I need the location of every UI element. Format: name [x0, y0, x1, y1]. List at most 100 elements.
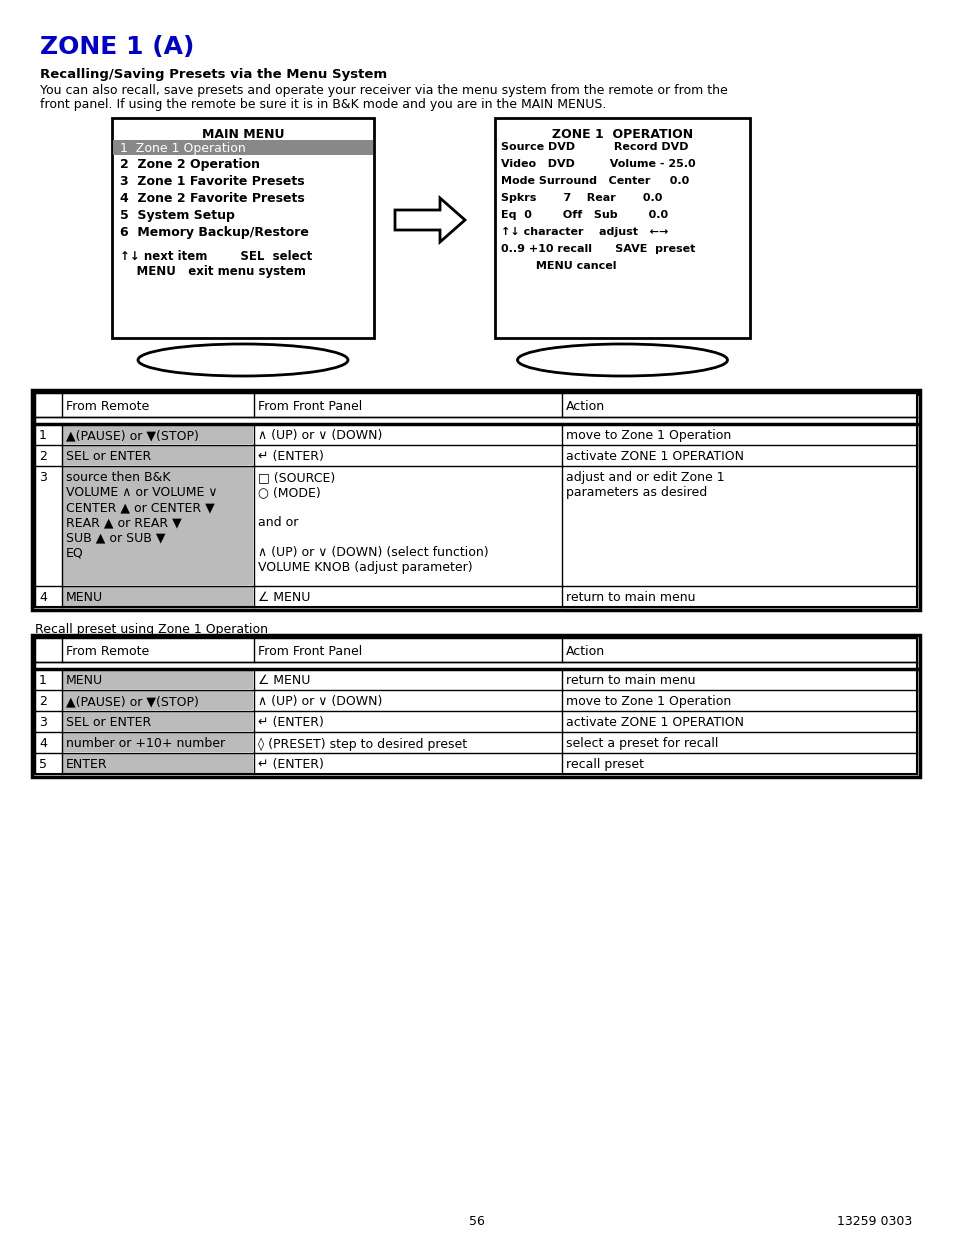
Text: 1: 1 — [39, 674, 47, 687]
Bar — [63, 467, 253, 585]
Bar — [495, 119, 749, 338]
Text: 1  Zone 1 Operation: 1 Zone 1 Operation — [120, 142, 246, 156]
Text: ↵ (ENTER): ↵ (ENTER) — [257, 716, 323, 729]
Text: 2: 2 — [39, 450, 47, 463]
Text: 4  Zone 2 Favorite Presets: 4 Zone 2 Favorite Presets — [120, 191, 304, 205]
Text: 4: 4 — [39, 737, 47, 750]
Bar — [32, 390, 919, 396]
Text: Eq  0        Off   Sub        0.0: Eq 0 Off Sub 0.0 — [500, 210, 667, 220]
Bar — [63, 671, 253, 689]
Text: 3: 3 — [39, 471, 47, 484]
Text: Source DVD          Record DVD: Source DVD Record DVD — [500, 142, 688, 152]
Text: Video   DVD         Volume - 25.0: Video DVD Volume - 25.0 — [500, 159, 695, 169]
Bar — [35, 393, 916, 417]
Text: From Front Panel: From Front Panel — [257, 400, 362, 412]
Text: 2  Zone 2 Operation: 2 Zone 2 Operation — [120, 158, 260, 170]
Text: From Remote: From Remote — [66, 400, 149, 412]
Text: ↵ (ENTER): ↵ (ENTER) — [257, 450, 323, 463]
Text: ○ (MODE): ○ (MODE) — [257, 487, 320, 499]
Text: ∧ (UP) or ∨ (DOWN) (select function): ∧ (UP) or ∨ (DOWN) (select function) — [257, 546, 488, 559]
Bar — [35, 669, 916, 690]
Text: 3: 3 — [39, 716, 47, 729]
Text: REAR ▲ or REAR ▼: REAR ▲ or REAR ▼ — [66, 516, 182, 529]
Text: 3  Zone 1 Favorite Presets: 3 Zone 1 Favorite Presets — [120, 175, 304, 188]
Text: 5: 5 — [39, 758, 47, 771]
Bar — [32, 390, 919, 610]
Bar — [35, 711, 916, 732]
Text: □ (SOURCE): □ (SOURCE) — [257, 471, 335, 484]
Bar — [35, 585, 916, 606]
Bar — [63, 446, 253, 466]
Text: EQ: EQ — [66, 546, 84, 559]
Text: 13259 0303: 13259 0303 — [836, 1215, 911, 1228]
Polygon shape — [395, 198, 464, 242]
Text: ZONE 1 (A): ZONE 1 (A) — [40, 35, 194, 59]
Text: MENU: MENU — [66, 592, 103, 604]
Bar — [35, 690, 916, 711]
Text: 4: 4 — [39, 592, 47, 604]
Text: SEL or ENTER: SEL or ENTER — [66, 716, 152, 729]
Text: 5  System Setup: 5 System Setup — [120, 209, 234, 222]
Text: Recalling/Saving Presets via the Menu System: Recalling/Saving Presets via the Menu Sy… — [40, 68, 387, 82]
Text: Recall preset using Zone 1 Operation: Recall preset using Zone 1 Operation — [35, 622, 268, 636]
Text: VOLUME KNOB (adjust parameter): VOLUME KNOB (adjust parameter) — [257, 561, 472, 574]
Text: MAIN MENU: MAIN MENU — [201, 128, 284, 141]
Text: ∠ MENU: ∠ MENU — [257, 592, 310, 604]
Bar — [63, 587, 253, 606]
Text: return to main menu: return to main menu — [565, 674, 695, 687]
Text: ◊ (PRESET) step to desired preset: ◊ (PRESET) step to desired preset — [257, 737, 467, 751]
Text: parameters as desired: parameters as desired — [565, 487, 706, 499]
Bar — [35, 732, 916, 753]
Text: Action: Action — [565, 645, 604, 658]
Bar — [35, 424, 916, 445]
Bar — [35, 638, 916, 662]
Text: MENU   exit menu system: MENU exit menu system — [120, 266, 306, 278]
Text: VOLUME ∧ or VOLUME ∨: VOLUME ∧ or VOLUME ∨ — [66, 487, 217, 499]
Bar — [63, 734, 253, 752]
Text: ▲(PAUSE) or ▼(STOP): ▲(PAUSE) or ▼(STOP) — [66, 429, 198, 442]
Bar — [63, 692, 253, 710]
Bar — [35, 393, 916, 606]
Text: MENU: MENU — [66, 674, 103, 687]
Text: ↑↓ next item        SEL  select: ↑↓ next item SEL select — [120, 249, 312, 263]
Bar — [63, 713, 253, 731]
Text: 2: 2 — [39, 695, 47, 708]
Text: move to Zone 1 Operation: move to Zone 1 Operation — [565, 695, 731, 708]
Bar — [112, 140, 373, 156]
Text: SEL or ENTER: SEL or ENTER — [66, 450, 152, 463]
Text: SUB ▲ or SUB ▼: SUB ▲ or SUB ▼ — [66, 531, 165, 543]
Text: move to Zone 1 Operation: move to Zone 1 Operation — [565, 429, 731, 442]
Text: ▲(PAUSE) or ▼(STOP): ▲(PAUSE) or ▼(STOP) — [66, 695, 198, 708]
Text: ZONE 1  OPERATION: ZONE 1 OPERATION — [552, 128, 692, 141]
Text: return to main menu: return to main menu — [565, 592, 695, 604]
Text: source then B&K: source then B&K — [66, 471, 171, 484]
Text: recall preset: recall preset — [565, 758, 643, 771]
Text: 1: 1 — [39, 429, 47, 442]
Bar — [112, 119, 374, 338]
Text: From Front Panel: From Front Panel — [257, 645, 362, 658]
Text: adjust and or edit Zone 1: adjust and or edit Zone 1 — [565, 471, 724, 484]
Text: number or +10+ number: number or +10+ number — [66, 737, 225, 750]
Text: MENU cancel: MENU cancel — [500, 261, 616, 270]
Bar — [63, 425, 253, 445]
Bar — [35, 662, 916, 669]
Text: CENTER ▲ or CENTER ▼: CENTER ▲ or CENTER ▼ — [66, 501, 214, 514]
Text: 6  Memory Backup/Restore: 6 Memory Backup/Restore — [120, 226, 309, 240]
Text: Mode Surround   Center     0.0: Mode Surround Center 0.0 — [500, 177, 688, 186]
Text: and or: and or — [257, 516, 298, 529]
Bar — [35, 753, 916, 774]
Text: Action: Action — [565, 400, 604, 412]
Text: ↵ (ENTER): ↵ (ENTER) — [257, 758, 323, 771]
Text: 56: 56 — [469, 1215, 484, 1228]
Text: ENTER: ENTER — [66, 758, 108, 771]
Text: activate ZONE 1 OPERATION: activate ZONE 1 OPERATION — [565, 450, 743, 463]
Text: ∠ MENU: ∠ MENU — [257, 674, 310, 687]
Text: select a preset for recall: select a preset for recall — [565, 737, 718, 750]
Text: front panel. If using the remote be sure it is in B&K mode and you are in the MA: front panel. If using the remote be sure… — [40, 98, 606, 111]
Text: 0..9 +10 recall      SAVE  preset: 0..9 +10 recall SAVE preset — [500, 245, 695, 254]
Text: ∧ (UP) or ∨ (DOWN): ∧ (UP) or ∨ (DOWN) — [257, 429, 382, 442]
Bar — [32, 635, 919, 777]
Text: You can also recall, save presets and operate your receiver via the menu system : You can also recall, save presets and op… — [40, 84, 727, 98]
Bar — [35, 445, 916, 466]
Bar — [35, 638, 916, 774]
